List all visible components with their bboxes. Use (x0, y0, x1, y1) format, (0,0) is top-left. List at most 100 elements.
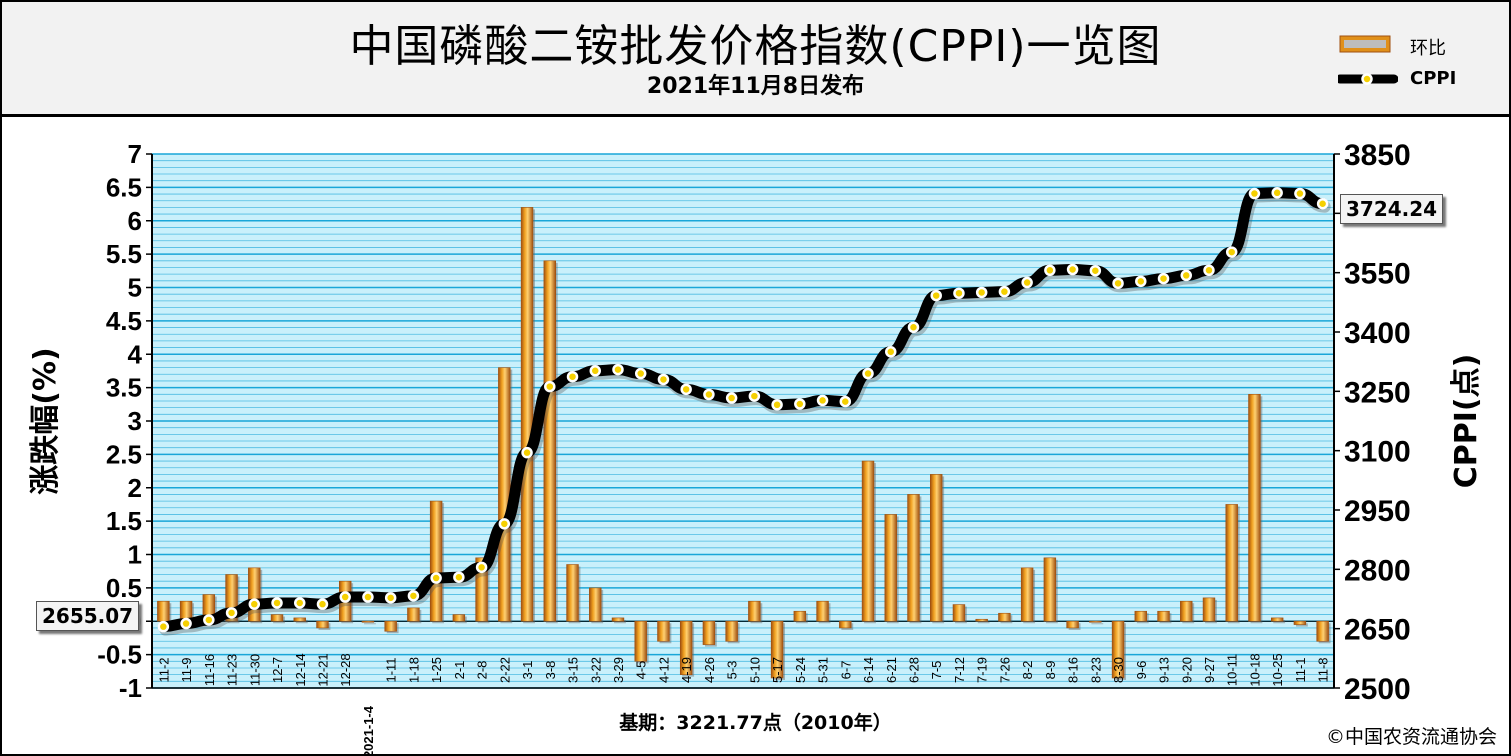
cppi-point (271, 597, 283, 609)
x-tick-label: 1-18 (406, 657, 421, 683)
bar (384, 620, 397, 632)
cppi-point (294, 597, 306, 609)
legend-bar-swatch (1339, 35, 1391, 53)
cppi-point (1044, 264, 1056, 277)
bar-shadow (1295, 623, 1308, 627)
base-period-note: 基期：3221.77点（2010年） (619, 712, 892, 734)
bar (1293, 620, 1307, 625)
bar-shadow (1091, 623, 1104, 625)
x-tick-label: 6-21 (884, 657, 899, 683)
x-tick-label: 11-16 (202, 654, 217, 686)
legend-line-label: CPPI (1410, 68, 1457, 89)
bar (248, 567, 261, 622)
y-left-tick-label: 1.5 (106, 506, 142, 536)
y-right-tick-label: 3850 (1344, 139, 1411, 172)
cppi-point (1271, 187, 1283, 199)
bar (520, 207, 534, 622)
x-tick-label: 2-8 (475, 661, 490, 680)
cppi-point (339, 591, 351, 603)
cppi-point (225, 607, 238, 619)
y-right-tick-label: 3550 (1344, 258, 1411, 291)
bar (1089, 620, 1102, 623)
bar (884, 514, 897, 622)
bar (725, 620, 738, 642)
bar (475, 557, 488, 622)
y-left-tick-label: -0.5 (97, 640, 142, 670)
bar (1225, 504, 1238, 622)
bar (316, 620, 329, 629)
cppi-point (1203, 264, 1215, 277)
x-tick-label: 4-19 (679, 657, 694, 683)
cppi-point (1225, 246, 1238, 258)
cppi-point (430, 572, 442, 584)
bar (816, 600, 829, 622)
y-left-tick-label: 4 (128, 339, 143, 369)
y-right-tick-label: 2950 (1344, 495, 1411, 528)
cppi-point (248, 598, 261, 610)
y-right-axis-label: CPPI(点) (1449, 354, 1484, 489)
cppi-point (771, 399, 783, 411)
x-tick-label: 8-9 (1043, 661, 1058, 680)
cppi-point (1316, 197, 1329, 210)
callout-last-value: 3724.24 (1340, 194, 1444, 224)
x-tick-label: 8-2 (1020, 661, 1035, 680)
cppi-point (566, 370, 579, 383)
x-tick-label: 5-10 (747, 657, 762, 683)
cppi-point (794, 398, 806, 410)
x-tick-label: 12-7 (270, 657, 285, 683)
x-tick-label: 7-26 (997, 657, 1012, 683)
cppi-point (657, 373, 670, 386)
x-tick-label: 7-12 (952, 657, 967, 683)
copyright-note: ©中国农资流通协会 (1325, 726, 1497, 748)
x-tick-label: 2021-1-4 (361, 705, 376, 756)
bar (770, 620, 784, 679)
y-left-tick-label: 3 (128, 406, 142, 436)
cppi-point (862, 367, 874, 380)
cppi-point (953, 287, 965, 299)
bar (1043, 557, 1057, 622)
bar (407, 607, 420, 622)
bar (1248, 393, 1261, 622)
x-tick-label: 11-9 (179, 657, 194, 682)
x-tick-label: 6-28 (906, 657, 921, 683)
chart-title: 中国磷酸二铵批发价格指数(CPPI)一览图 (349, 21, 1162, 72)
cppi-point (680, 383, 692, 396)
cppi-point (816, 394, 829, 407)
x-tick-label: 8-23 (1088, 657, 1103, 683)
bar (702, 620, 716, 645)
bar (748, 600, 761, 622)
x-tick-label: 11-1 (1293, 657, 1308, 682)
legend: 环比 CPPI (1338, 30, 1498, 100)
x-tick-label: 7-5 (929, 661, 944, 680)
bar-shadow (614, 619, 626, 624)
bar (225, 574, 238, 622)
x-tick-label: 2-1 (452, 661, 467, 680)
x-tick-label: 5-31 (816, 657, 831, 683)
y-right-tick-label: 2650 (1344, 614, 1411, 647)
x-tick-label: 11-8 (1316, 657, 1331, 682)
cppi-point (1294, 187, 1306, 200)
cppi-point (1180, 269, 1192, 282)
x-tick-label: 2-22 (497, 657, 512, 683)
x-tick-label: 12-21 (315, 653, 330, 686)
cppi-point (1135, 275, 1147, 288)
x-tick-label: 9-27 (1202, 657, 1217, 683)
y-right-tick-label: 3400 (1344, 317, 1411, 350)
y-left-tick-label: 5 (128, 273, 142, 303)
x-tick-label: 3-29 (611, 657, 626, 683)
cppi-point (703, 388, 715, 401)
x-tick-label: 8-30 (1111, 657, 1126, 683)
bar (1270, 617, 1284, 622)
cppi-point (362, 591, 374, 603)
bar (1316, 620, 1329, 642)
cppi-point (521, 446, 533, 459)
x-tick-label: 8-16 (1066, 657, 1081, 683)
bar (498, 367, 511, 622)
x-tick-label: 3-22 (588, 657, 603, 683)
bar (1180, 600, 1193, 622)
x-tick-label: 6-7 (838, 661, 853, 680)
y-left-tick-label: 4.5 (106, 306, 142, 336)
chart-subtitle: 2021年11月8日发布 (646, 74, 865, 99)
bar (1202, 597, 1216, 622)
cppi-point (1066, 263, 1079, 276)
